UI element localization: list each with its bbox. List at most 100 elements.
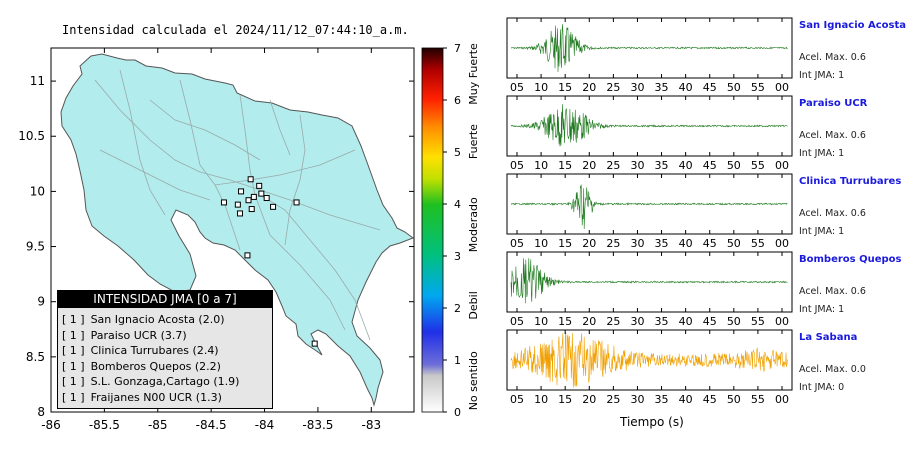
waveform-trace — [510, 104, 788, 147]
waveform-tick-label: 05 — [510, 393, 524, 406]
waveform-trace — [510, 184, 788, 229]
map-x-tick-label: -84.5 — [196, 418, 227, 432]
waveform-panel: 05 10 15 20 25 30 35 40 45 50 55 00 — [506, 95, 793, 172]
colorbar-tick-label: 0 — [454, 406, 461, 419]
colorbar — [421, 47, 444, 413]
map-x-tick-label: -83 — [361, 418, 381, 432]
colorbar-category-label: Debil — [467, 291, 480, 319]
map-x-tick-label: -86 — [41, 418, 61, 432]
station-markers — [220, 176, 318, 347]
station-marker — [250, 193, 257, 200]
colorbar-category-label: Fuerte — [467, 124, 480, 159]
waveform-tick-label: 45 — [703, 393, 717, 406]
waveform-station-name: Paraiso UCR — [799, 98, 868, 109]
station-marker — [256, 182, 263, 189]
station-marker — [248, 206, 255, 213]
waveform-panel: 05 10 15 20 25 30 35 40 45 50 55 00 — [506, 17, 793, 94]
map-y-axis: 11 10.5 10 9.5 9 8.5 8 — [18, 74, 414, 419]
legend-item-code: [ 1 ] — [62, 344, 85, 357]
waveform-tick-label: 50 — [727, 81, 741, 94]
waveform-tick-label: 20 — [582, 393, 596, 406]
map-y-tick-label: 11 — [30, 74, 45, 88]
legend-item: [ 1 ] San Ignacio Acosta (2.0) — [62, 312, 272, 328]
waveform-tick-label: 15 — [558, 315, 572, 328]
waveform-tick-label: 15 — [558, 237, 572, 250]
waveform-tick-label: 25 — [606, 393, 620, 406]
map-title: Intensidad calculada el 2024/11/12_07:44… — [62, 23, 409, 37]
waveform-jma: Int JMA: 1 — [799, 70, 845, 81]
waveform-tick-label: 20 — [582, 159, 596, 172]
waveform-tick-label: 35 — [655, 237, 669, 250]
legend-item-label: Clinica Turrubares (2.4) — [90, 344, 219, 357]
legend-item-label: Bomberos Quepos (2.2) — [90, 359, 221, 373]
waveform-station-name: La Sabana — [799, 332, 858, 343]
waveform-tick-label: 05 — [510, 237, 524, 250]
waveform-accel: Acel. Max. 0.6 — [799, 52, 866, 63]
waveform-tick-label: 05 — [510, 81, 524, 94]
waveform-accel: Acel. Max. 0.6 — [799, 208, 866, 219]
station-marker — [238, 188, 245, 195]
map-y-tick-label: 9 — [37, 295, 45, 309]
waveform-tick-label: 25 — [606, 159, 620, 172]
waveform-tick-label: 35 — [655, 315, 669, 328]
waveform-tick-label: 40 — [679, 315, 693, 328]
waveform-station-name: Clinica Turrubares — [799, 176, 902, 187]
waveform-tick-label: 00 — [775, 159, 789, 172]
map-frame — [50, 47, 415, 413]
legend-item-code: [ 1 ] — [62, 390, 85, 404]
waveform-tick-label: 20 — [582, 315, 596, 328]
map-y-tick-label: 8.5 — [26, 350, 45, 364]
waveform-tick-label: 15 — [558, 159, 572, 172]
legend-item: [ 1 ] Paraiso UCR (3.7) — [62, 328, 272, 344]
station-marker — [293, 199, 300, 206]
waveform-tick-label: 55 — [751, 315, 765, 328]
waveform-tick-label: 20 — [582, 81, 596, 94]
waveform-trace — [510, 332, 788, 388]
waveform-tick-label: 30 — [630, 81, 644, 94]
waveform-accel: Acel. Max. 0.6 — [799, 286, 866, 297]
waveform-trace — [510, 258, 788, 304]
waveform-tick-label: 55 — [751, 81, 765, 94]
waveform-tick-label: 45 — [703, 81, 717, 94]
colorbar-tick-label: 4 — [454, 198, 461, 211]
map-x-tick-label: -84 — [255, 418, 275, 432]
road-network — [94, 69, 381, 341]
legend-item-label: Paraiso UCR (3.7) — [90, 328, 187, 342]
colorbar-tick-label: 6 — [454, 94, 461, 107]
waveform-jma: Int JMA: 1 — [799, 226, 845, 237]
waveform-tick-label: 55 — [751, 393, 765, 406]
waveform-tick-label: 10 — [534, 237, 548, 250]
waveform-tick-label: 10 — [534, 159, 548, 172]
waveform-tick-label: 00 — [775, 237, 789, 250]
waveform-tick-label: 45 — [703, 315, 717, 328]
colorbar-ticks: 0 1 2 3 4 5 6 7 — [443, 42, 461, 419]
waveform-station-name: Bomberos Quepos — [799, 254, 902, 265]
waveform-panel: 05 10 15 20 25 30 35 40 45 50 55 00 — [506, 251, 793, 328]
legend-item-code: [ 1 ] — [62, 313, 85, 326]
legend-item-code: [ 1 ] — [62, 375, 85, 388]
legend-item-label: Fraijanes N00 UCR (1.3) — [90, 390, 222, 404]
colorbar-tick-label: 1 — [454, 354, 461, 367]
waveform-tick-label: 30 — [630, 237, 644, 250]
station-marker — [311, 340, 318, 347]
waveform-tick-label: 35 — [655, 159, 669, 172]
station-marker — [247, 176, 254, 183]
station-marker — [258, 190, 265, 197]
waveform-tick-label: 10 — [534, 315, 548, 328]
waveform-tick-label: 15 — [558, 81, 572, 94]
map-y-tick-label: 9.5 — [26, 240, 45, 254]
map-x-axis: -86 -85.5 -85 -84.5 -84 -83.5 -83 — [41, 48, 381, 432]
waveform-tick-label: 40 — [679, 237, 693, 250]
waveform-tick-label: 00 — [775, 81, 789, 94]
waveform-tick-label: 50 — [727, 159, 741, 172]
station-marker — [234, 201, 241, 208]
station-marker — [245, 197, 252, 204]
map-y-tick-label: 8 — [37, 405, 45, 419]
waveform-tick-label: 50 — [727, 237, 741, 250]
colorbar-category-label: Muy Fuerte — [467, 43, 480, 105]
waveform-tick-label: 45 — [703, 159, 717, 172]
waveform-tick-label: 20 — [582, 237, 596, 250]
waveform-tick-label: 30 — [630, 159, 644, 172]
legend-item-code: [ 1 ] — [62, 359, 85, 373]
waveform-tick-label: 40 — [679, 159, 693, 172]
